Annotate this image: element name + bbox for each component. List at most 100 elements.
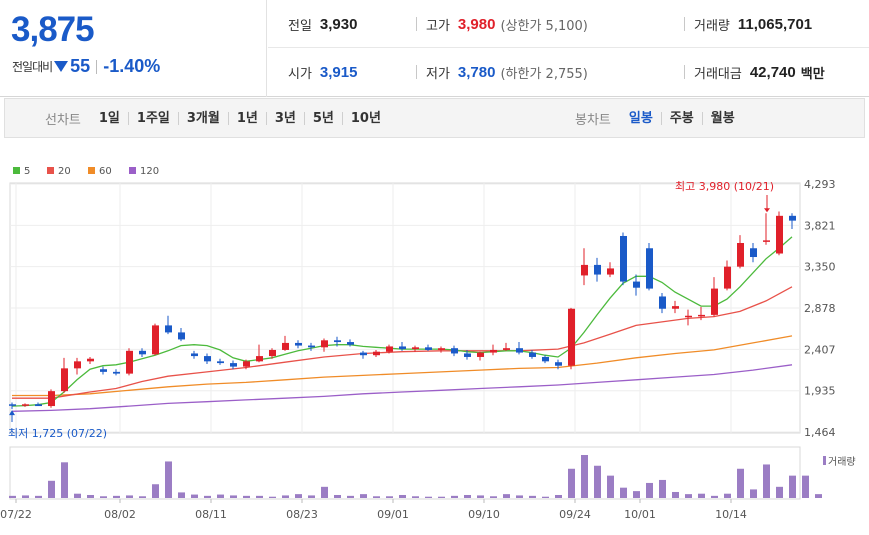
volume-bar bbox=[412, 496, 419, 498]
volume-bar bbox=[815, 494, 822, 498]
legend-label-ma120: 120 bbox=[140, 166, 159, 177]
candle-body bbox=[230, 363, 237, 367]
candle-body bbox=[529, 352, 536, 357]
candle-body bbox=[412, 347, 419, 350]
volume-bar bbox=[269, 496, 276, 498]
candle-body bbox=[9, 404, 16, 406]
divider bbox=[416, 17, 417, 31]
y-tick-label: 2,407 bbox=[804, 343, 836, 356]
legend-label-ma5: 5 bbox=[24, 166, 30, 177]
candle-body bbox=[35, 404, 42, 407]
candle-body bbox=[347, 342, 354, 345]
candle-body bbox=[113, 371, 120, 374]
candle-body bbox=[763, 240, 770, 242]
candle-body bbox=[724, 266, 731, 289]
volume-bar bbox=[750, 489, 757, 498]
candle-body bbox=[620, 235, 627, 282]
candle-body bbox=[204, 356, 211, 362]
high-label: 고가 bbox=[426, 18, 450, 34]
volume-bar bbox=[9, 495, 16, 498]
candle-body bbox=[74, 361, 81, 369]
tab-1d[interactable]: 1일 bbox=[98, 110, 120, 126]
volume-bar bbox=[399, 494, 406, 498]
low-label: 저가 bbox=[426, 66, 450, 82]
y-tick-label: 2,878 bbox=[804, 302, 836, 315]
volume-bar bbox=[607, 475, 614, 498]
legend-swatch-ma5 bbox=[13, 167, 20, 174]
volume-cell: 거래량 11,065,701 bbox=[694, 0, 812, 48]
low-value: 3,780 bbox=[457, 63, 496, 81]
candle-body bbox=[646, 248, 653, 289]
y-tick-label: 1,464 bbox=[804, 426, 836, 439]
tab-3y[interactable]: 3년 bbox=[265, 111, 304, 125]
y-tick-label: 3,350 bbox=[804, 261, 836, 274]
prev-close-cell: 전일 3,930 bbox=[288, 0, 357, 48]
tab-1w[interactable]: 1주일 bbox=[127, 111, 178, 125]
divider bbox=[684, 65, 685, 79]
low-cell: 저가 3,780 (하한가 2,755) bbox=[426, 48, 588, 96]
plot-frame bbox=[9, 182, 801, 500]
tab-1y[interactable]: 1년 bbox=[227, 111, 266, 125]
volume-value: 11,065,701 bbox=[737, 15, 813, 33]
candle-body bbox=[360, 352, 367, 356]
line-chart-title: 선차트 bbox=[45, 112, 81, 128]
volume-bar bbox=[165, 461, 172, 498]
volume-bar bbox=[178, 492, 185, 498]
open-value: 3,915 bbox=[319, 63, 358, 81]
legend-swatch-ma60 bbox=[88, 167, 95, 174]
candle-body bbox=[503, 348, 510, 350]
volume-bar bbox=[256, 495, 263, 498]
volume-bar bbox=[581, 455, 588, 498]
volume-bar bbox=[711, 495, 718, 498]
tab-10y[interactable]: 10년 bbox=[341, 111, 389, 125]
volume-bar bbox=[61, 462, 68, 498]
tab-3m[interactable]: 3개월 bbox=[177, 111, 228, 125]
x-tick-label: 08/11 bbox=[195, 508, 227, 521]
candle-body bbox=[334, 340, 341, 343]
candle-body bbox=[750, 248, 757, 258]
tab-5y[interactable]: 5년 bbox=[303, 111, 342, 125]
candle-body bbox=[87, 358, 94, 362]
min-arrow-head-icon bbox=[9, 410, 15, 416]
min-price-annotation: 최저 1,725 (07/22) bbox=[8, 427, 107, 440]
volume-bar bbox=[48, 480, 55, 498]
volume-bar bbox=[763, 464, 770, 498]
candle-body bbox=[22, 404, 29, 406]
candle-body bbox=[685, 315, 692, 318]
volume-bar bbox=[594, 465, 601, 498]
stat-row-2: 시가 3,915 저가 3,780 (하한가 2,755) 거래대금 42,74… bbox=[268, 48, 869, 96]
high-value: 3,980 bbox=[457, 15, 496, 33]
volume-bar bbox=[139, 496, 146, 498]
y-tick-label: 3,821 bbox=[804, 219, 836, 232]
divider bbox=[96, 59, 98, 74]
candle-body bbox=[776, 215, 783, 254]
ma-legend: 5 20 60 120 bbox=[13, 166, 159, 177]
tab-weekly[interactable]: 주봉 bbox=[660, 111, 702, 125]
candle-body bbox=[126, 350, 133, 374]
amount-label: 거래대금 bbox=[694, 66, 742, 82]
tab-monthly[interactable]: 월봉 bbox=[701, 111, 743, 125]
candle-body bbox=[672, 306, 679, 309]
upper-limit: (상한가 5,100) bbox=[500, 18, 588, 34]
candle-body bbox=[191, 353, 198, 357]
volume-bar bbox=[22, 495, 29, 498]
volume-bar bbox=[87, 494, 94, 498]
candle-body bbox=[425, 347, 432, 350]
volume-bar bbox=[386, 496, 393, 498]
volume-bar bbox=[646, 482, 653, 498]
x-axis: 07/22 08/02 08/11 08/23 09/01 09/10 09/24 10/01… bbox=[0, 499, 747, 521]
divider bbox=[416, 65, 417, 79]
volume-legend-label: 거래량 bbox=[828, 456, 856, 468]
x-tick-label: 09/24 bbox=[559, 508, 591, 521]
candle-body bbox=[711, 288, 718, 315]
candle-body bbox=[243, 361, 250, 367]
candles bbox=[9, 211, 796, 410]
x-tick-label: 08/02 bbox=[104, 508, 136, 521]
x-tick-label: 10/14 bbox=[715, 508, 747, 521]
ma60-line bbox=[12, 335, 793, 397]
volume-bar bbox=[620, 487, 627, 498]
volume-bar bbox=[438, 496, 445, 498]
price-stats: 전일 3,930 고가 3,980 (상한가 5,100) 거래량 11,065… bbox=[268, 0, 869, 97]
tab-daily[interactable]: 일봉 bbox=[628, 110, 653, 126]
volume-bar bbox=[230, 495, 237, 498]
